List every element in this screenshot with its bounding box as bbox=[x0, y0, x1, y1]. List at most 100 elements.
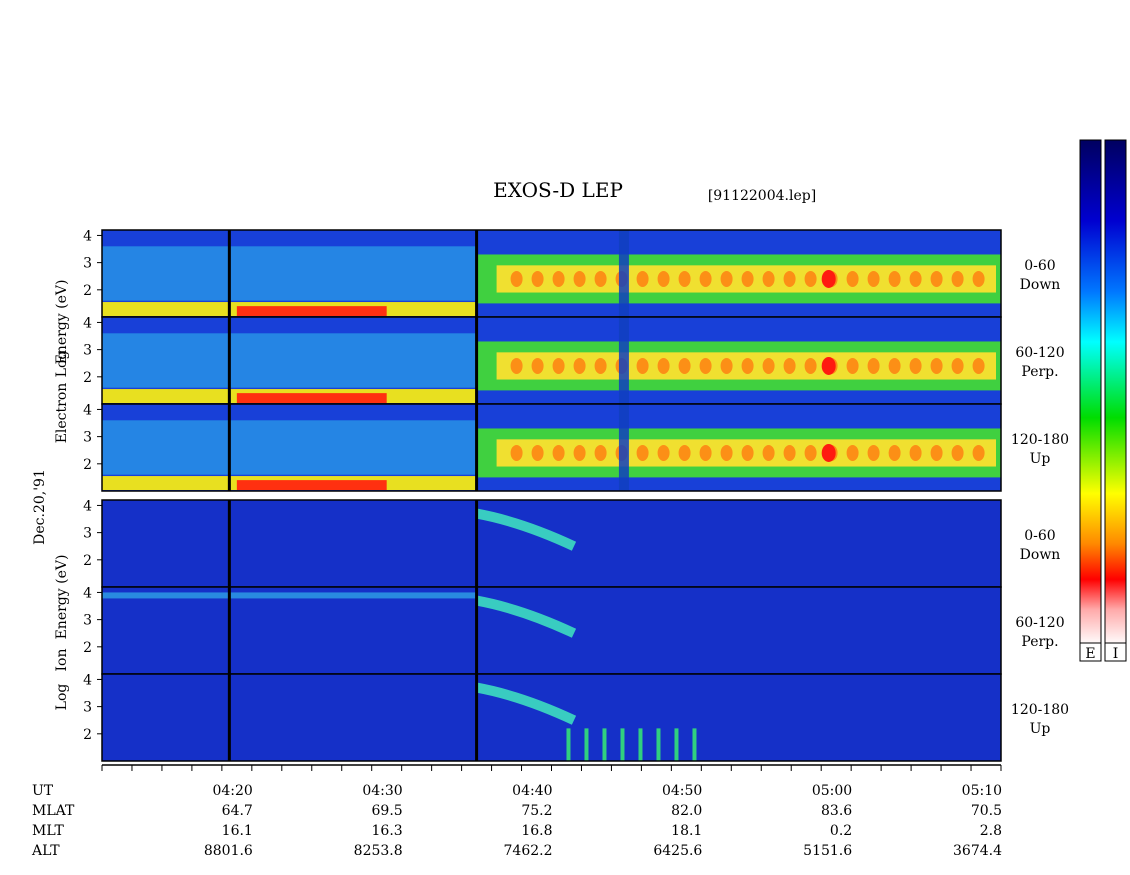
panel-electron-1: 4 3 2 60-120 Perp. bbox=[83, 315, 1065, 405]
ion-arc bbox=[475, 595, 577, 638]
panel-background bbox=[102, 587, 1001, 674]
cell-ut: 04:40 bbox=[512, 783, 552, 799]
time-marker bbox=[227, 230, 231, 317]
cell-ut: 05:10 bbox=[962, 783, 1002, 799]
electron-blob bbox=[909, 270, 922, 287]
panel-direction: Up bbox=[1030, 451, 1051, 467]
time-marker bbox=[227, 587, 231, 674]
row-label-mlat: MLAT bbox=[32, 803, 75, 819]
electron-blob bbox=[951, 444, 964, 461]
electron-blob bbox=[678, 444, 691, 461]
electron-blob bbox=[699, 357, 712, 374]
ytick-label: 4 bbox=[83, 228, 92, 244]
electron-blob bbox=[657, 270, 670, 287]
panel-electron-0: 4 3 2 0-60 Down bbox=[83, 228, 1061, 318]
ytick-label: 2 bbox=[83, 370, 92, 386]
ytick-label: 2 bbox=[83, 640, 92, 656]
electron-blob bbox=[699, 270, 712, 287]
time-marker bbox=[475, 500, 479, 587]
electron-blob bbox=[552, 357, 565, 374]
electron-blob bbox=[846, 357, 859, 374]
cell-mlat: 82.0 bbox=[671, 803, 702, 819]
cell-mlt: 2.8 bbox=[980, 823, 1002, 839]
panel-direction: Down bbox=[1020, 277, 1061, 293]
electron-blob bbox=[510, 444, 523, 461]
filename-label: [91122004.lep] bbox=[708, 188, 816, 204]
time-marker bbox=[475, 317, 479, 404]
panel-ion-3: 4 3 2 0-60 Down bbox=[83, 498, 1060, 588]
ion-arc bbox=[475, 682, 577, 725]
ephemeris-table: UT MLAT MLT ALT 04:20 64.7 16.1 8801.6 04:30 69.5… bbox=[31, 783, 1002, 859]
time-marker bbox=[475, 404, 479, 491]
electron-hotspot bbox=[821, 356, 836, 375]
electron-mid-band bbox=[102, 420, 477, 475]
electron-blob bbox=[762, 444, 775, 461]
cell-mlat: 83.6 bbox=[821, 803, 852, 819]
panel-direction: Perp. bbox=[1021, 634, 1058, 650]
ytick-label: 3 bbox=[83, 613, 92, 629]
cell-alt: 7462.2 bbox=[504, 843, 553, 859]
cell-alt: 8801.6 bbox=[204, 843, 253, 859]
electron-blob bbox=[720, 270, 733, 287]
electron-hotspot bbox=[821, 443, 836, 462]
time-marker bbox=[475, 587, 479, 674]
electron-blob bbox=[804, 444, 817, 461]
panel-frame bbox=[101, 673, 1002, 762]
electron-blob bbox=[804, 357, 817, 374]
electron-blob bbox=[720, 444, 733, 461]
ion-spike bbox=[566, 728, 571, 761]
electron-blob bbox=[657, 444, 670, 461]
colorbar-electron: E bbox=[1079, 139, 1102, 662]
electron-gap bbox=[618, 230, 629, 317]
electron-blob bbox=[930, 270, 943, 287]
electron-blob bbox=[594, 444, 607, 461]
electron-blob bbox=[720, 357, 733, 374]
panel-pitch-range: 60-120 bbox=[1015, 345, 1064, 361]
electron-blob bbox=[678, 357, 691, 374]
cell-alt: 8253.8 bbox=[354, 843, 403, 859]
ytick-label: 4 bbox=[83, 585, 92, 601]
time-axis bbox=[101, 764, 1002, 771]
ytick-label: 3 bbox=[83, 700, 92, 716]
electron-blob bbox=[888, 270, 901, 287]
time-marker bbox=[227, 500, 231, 587]
electron-blob bbox=[762, 357, 775, 374]
panel-pitch-range: 120-180 bbox=[1011, 702, 1069, 718]
panel-electron-2: 4 3 2 120-180 Up bbox=[83, 402, 1069, 492]
row-label-alt: ALT bbox=[31, 843, 60, 859]
electron-blob bbox=[699, 444, 712, 461]
electron-blob bbox=[552, 444, 565, 461]
electron-blob bbox=[951, 357, 964, 374]
ion-spike bbox=[674, 728, 679, 761]
electron-blob bbox=[636, 444, 649, 461]
electron-blob bbox=[531, 357, 544, 374]
electron-mid-band bbox=[102, 333, 477, 388]
electron-low-red bbox=[236, 306, 387, 316]
ion-spike bbox=[602, 728, 607, 761]
ion-spike bbox=[620, 728, 625, 761]
cell-ut: 05:00 bbox=[812, 783, 852, 799]
electron-gap bbox=[618, 404, 629, 491]
electron-gap bbox=[618, 317, 629, 404]
electron-ylabel-unit: Energy (eV) bbox=[54, 280, 70, 365]
electron-blob bbox=[573, 357, 586, 374]
electron-blob bbox=[531, 270, 544, 287]
cell-alt: 6425.6 bbox=[653, 843, 702, 859]
ytick-label: 4 bbox=[83, 498, 92, 514]
ytick-label: 2 bbox=[83, 283, 92, 299]
cell-mlt: 16.1 bbox=[222, 823, 253, 839]
panel-pitch-range: 0-60 bbox=[1024, 258, 1055, 274]
cell-mlt: 16.3 bbox=[372, 823, 403, 839]
electron-blob bbox=[867, 270, 880, 287]
electron-blob bbox=[867, 357, 880, 374]
time-marker bbox=[227, 404, 231, 491]
panel-direction: Up bbox=[1030, 721, 1051, 737]
electron-blob bbox=[846, 444, 859, 461]
ion-spike bbox=[692, 728, 697, 761]
panel-ion-5: 4 3 2 120-180 Up bbox=[83, 672, 1069, 762]
colorbar-ion-label: I bbox=[1113, 646, 1119, 662]
cell-ut: 04:50 bbox=[662, 783, 702, 799]
electron-low-red bbox=[236, 480, 387, 490]
time-marker bbox=[475, 674, 479, 761]
